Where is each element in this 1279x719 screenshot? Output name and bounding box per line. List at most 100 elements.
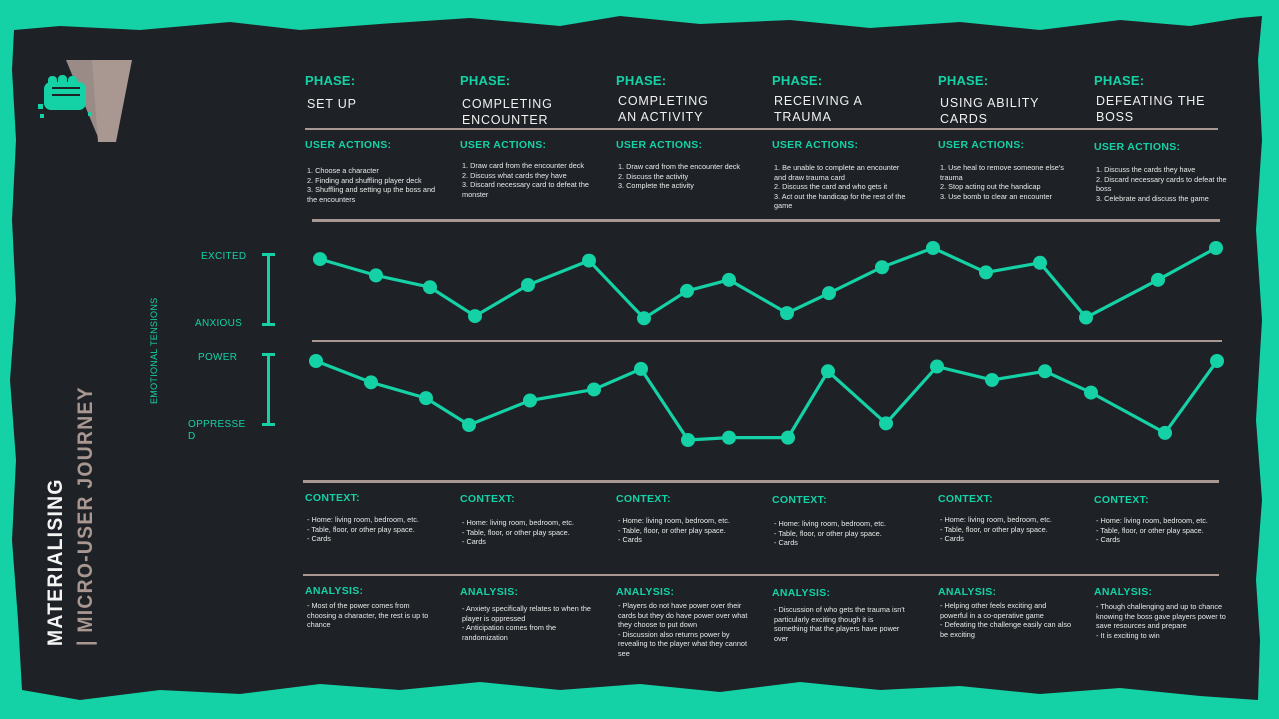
context-item: - Cards <box>462 537 486 547</box>
user-actions-item: 1. Choose a character <box>307 166 379 175</box>
analysis-item: - Though challenging and up to chance kn… <box>1096 602 1226 631</box>
power-data-point <box>879 416 893 431</box>
user-actions-list: 1. Draw card from the encounter deck 2. D… <box>618 162 750 191</box>
analysis-item: - Helping other feels exciting and power… <box>940 601 1047 620</box>
phase-name: COMPLETING ENCOUNTER <box>462 97 553 127</box>
excitement-data-point <box>313 252 327 267</box>
user-actions-label: USER ACTIONS: <box>1094 141 1181 153</box>
excitement-data-point <box>1151 272 1165 287</box>
power-data-point <box>634 361 648 376</box>
phase-label: PHASE: <box>1094 73 1145 88</box>
user-actions-label: USER ACTIONS: <box>460 139 547 151</box>
context-label: CONTEXT: <box>305 492 360 504</box>
user-actions-list: 1. Use heal to remove someone else's tra… <box>940 163 1072 201</box>
power-data-point <box>364 375 378 390</box>
analysis-label: ANALYSIS: <box>616 586 675 598</box>
user-actions-label: USER ACTIONS: <box>616 139 703 151</box>
divider-phase <box>305 128 1218 130</box>
user-actions-label: USER ACTIONS: <box>305 139 392 151</box>
context-item: - Table, floor, or other play space. <box>1096 525 1204 535</box>
excitement-data-point <box>521 278 535 292</box>
power-data-point <box>523 393 537 408</box>
user-actions-label: USER ACTIONS: <box>938 139 1025 151</box>
context-list: - Home: living room, bedroom, etc. - Tabl… <box>940 515 1072 544</box>
user-actions-item: 3. Act out the handicap for the rest of … <box>774 191 906 211</box>
context-label: CONTEXT: <box>938 493 993 505</box>
context-item: - Home: living room, bedroom, etc. <box>940 515 1052 524</box>
analysis-item: - Discussion also returns power by revea… <box>618 629 747 658</box>
analysis-item: - Anxiety specifically relates to when t… <box>462 604 591 623</box>
power-data-point <box>1038 364 1052 379</box>
context-item: - Home: living room, bedroom, etc. <box>307 515 419 524</box>
context-list: - Home: living room, bedroom, etc. - Tabl… <box>774 519 906 548</box>
user-actions-list: 1. Discuss the cards they have 2. Discard… <box>1096 165 1228 203</box>
phase-name: RECEIVING A TRAUMA <box>774 94 862 124</box>
context-item: - Table, floor, or other play space. <box>940 524 1048 534</box>
power-data-point <box>681 433 695 447</box>
analysis-list: - Helping other feels exciting and power… <box>940 601 1072 639</box>
user-actions-item: 1. Be unable to complete an encounter an… <box>774 163 900 182</box>
power-data-point <box>930 359 944 374</box>
phase-label: PHASE: <box>616 73 667 88</box>
user-actions-item: 3. Shuffling and setting up the boss and… <box>307 185 436 204</box>
context-item: - Table, floor, or other play space. <box>774 528 882 538</box>
power-data-point <box>462 417 476 432</box>
scale-top-label-excited: EXCITED <box>201 251 247 262</box>
phase-name: COMPLETING AN ACTIVITY <box>618 94 709 124</box>
analysis-label: ANALYSIS: <box>305 585 364 597</box>
phase-name: USING ABILITY CARDS <box>940 96 1040 126</box>
excitement-series-line <box>318 246 1218 320</box>
user-actions-item: 2. Stop acting out the handicap <box>940 182 1041 192</box>
phase-name: SET UP <box>307 97 357 111</box>
power-data-point <box>781 430 795 445</box>
user-actions-item: 3. Complete the activity <box>618 181 694 191</box>
excitement-data-point <box>1079 310 1093 325</box>
excitement-data-point <box>1033 255 1047 270</box>
phase-label: PHASE: <box>772 73 823 88</box>
analysis-label: ANALYSIS: <box>772 587 831 599</box>
phase-name: DEFEATING THE BOSS <box>1096 94 1206 124</box>
analysis-item: - It is exciting to win <box>1096 630 1160 640</box>
excitement-data-point <box>680 283 694 298</box>
fist-icon <box>38 75 92 118</box>
context-item: - Cards <box>940 534 964 544</box>
user-actions-item: 3. Use bomb to clear an encounter <box>940 191 1052 201</box>
excitement-data-point <box>423 280 437 295</box>
context-item: - Home: living room, bedroom, etc. <box>774 519 886 528</box>
divider-graphs <box>312 340 1222 342</box>
analysis-item: - Discussion of who gets the trauma isn'… <box>774 605 905 643</box>
phase-label: PHASE: <box>460 73 511 88</box>
analysis-list: - Anxiety specifically relates to when t… <box>462 604 594 642</box>
power-data-point <box>722 430 736 445</box>
context-item: - Table, floor, or other play space. <box>307 524 415 534</box>
analysis-label: ANALYSIS: <box>1094 586 1153 598</box>
excitement-data-point <box>780 306 794 321</box>
divider-context <box>303 480 1219 483</box>
power-data-point <box>309 354 323 368</box>
context-item: - Cards <box>774 538 798 548</box>
user-actions-item: 1. Discuss the cards they have <box>1096 165 1196 174</box>
context-label: CONTEXT: <box>460 493 515 505</box>
excitement-data-point <box>822 286 836 301</box>
context-list: - Home: living room, bedroom, etc. - Tabl… <box>1096 516 1228 545</box>
scale-bottom-label-anxious: ANXIOUS <box>195 318 243 329</box>
analysis-list: - Players do not have power over their c… <box>618 601 750 659</box>
user-actions-item: 2. Finding and shuffling player deck <box>307 175 422 185</box>
power-data-point <box>985 372 999 387</box>
power-data-point <box>1084 385 1098 400</box>
user-actions-list: 1. Choose a character 2. Finding and shuf… <box>307 166 439 204</box>
context-label: CONTEXT: <box>616 493 671 505</box>
user-actions-item: 2. Discuss the card and who gets it <box>774 182 888 192</box>
phase-label: PHASE: <box>305 73 356 88</box>
user-actions-item: 1. Draw card from the encounter deck <box>462 161 585 170</box>
power-data-point <box>821 364 835 379</box>
power-data-point <box>1210 354 1224 368</box>
scale-bottom-label-oppressed: OPPRESSED <box>188 419 246 442</box>
analysis-item: - Defeating the challenge easily can als… <box>940 620 1072 639</box>
context-item: - Home: living room, bedroom, etc. <box>618 516 730 525</box>
context-item: - Home: living room, bedroom, etc. <box>462 518 574 527</box>
user-actions-list: 1. Be unable to complete an encounter an… <box>774 163 906 211</box>
brand-logo <box>36 54 136 146</box>
